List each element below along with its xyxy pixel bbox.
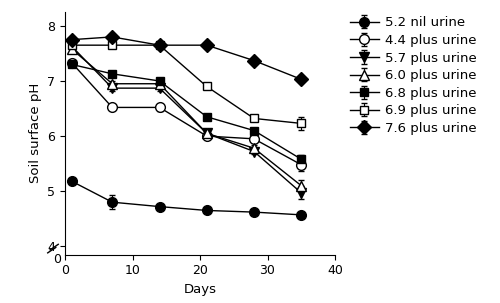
Text: 0: 0 xyxy=(54,253,62,266)
Y-axis label: Soil surface pH: Soil surface pH xyxy=(28,83,42,183)
Legend: 5.2 nil urine, 4.4 plus urine, 5.7 plus urine, 6.0 plus urine, 6.8 plus urine, 6: 5.2 nil urine, 4.4 plus urine, 5.7 plus … xyxy=(350,16,477,135)
X-axis label: Days: Days xyxy=(184,283,216,296)
